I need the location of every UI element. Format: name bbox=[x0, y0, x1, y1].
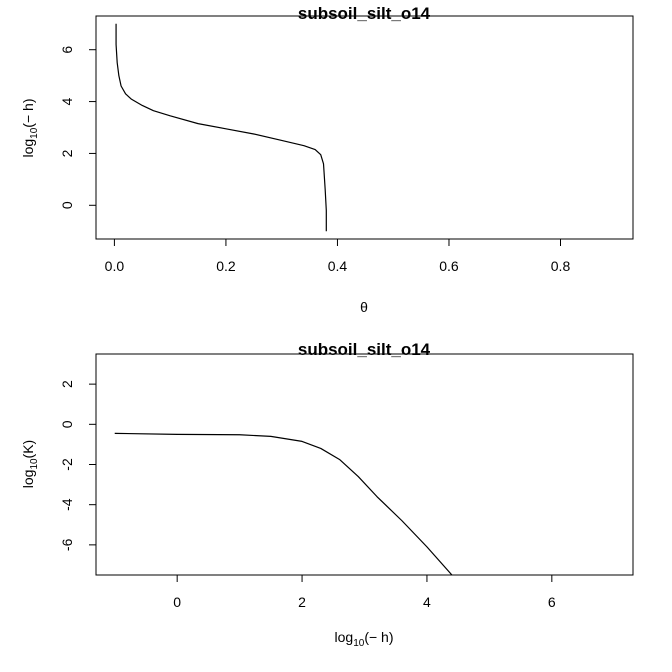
plot-2-x-tick-label: 2 bbox=[298, 594, 306, 610]
plot-1-x-label: θ bbox=[360, 299, 368, 315]
plot-1-y-label: log10(− h) bbox=[20, 99, 40, 158]
plot-2-x-tick-label: 4 bbox=[423, 594, 431, 610]
plot-2-y-tick-label: 2 bbox=[59, 380, 75, 388]
plot-2-y-tick-label: -4 bbox=[59, 498, 75, 511]
plot-1-x-tick-label: 0.4 bbox=[328, 258, 348, 274]
plot-1-x-tick-label: 0.0 bbox=[105, 258, 125, 274]
plot-2-curve bbox=[114, 432, 453, 575]
plot-2-x-label-sub: 10 bbox=[353, 638, 365, 649]
plot-2-x-label: log10(− h) bbox=[335, 629, 394, 649]
plot-1-y-axis: 0 2 4 6 bbox=[59, 46, 97, 209]
plot-2-y-label-sub: 10 bbox=[29, 458, 40, 470]
plot-1-y-tick-label: 6 bbox=[59, 46, 75, 54]
plot-1-frame bbox=[95, 15, 634, 240]
plot-2-x-tick-label: 0 bbox=[173, 594, 181, 610]
plot-1-x-tick-label: 0.8 bbox=[551, 258, 571, 274]
plot-2-y-label: log10(K) bbox=[20, 440, 40, 488]
plot-2-x-label-rest: (− h) bbox=[364, 629, 393, 645]
plot-1-y-label-log: log bbox=[20, 139, 36, 158]
plot-2-series bbox=[114, 432, 453, 575]
plot-2-x-label-log: log bbox=[335, 629, 354, 645]
plot-1-x-axis: 0.0 0.2 0.4 0.6 0.8 bbox=[105, 238, 571, 274]
plot-1-x-tick-label: 0.6 bbox=[439, 258, 459, 274]
plot-1-y-tick-label: 2 bbox=[59, 149, 75, 157]
plot-2-y-label-log: log bbox=[20, 470, 36, 489]
plot-2-frame bbox=[95, 353, 634, 576]
plot-1-curve bbox=[115, 23, 327, 232]
plot-2-y-tick-label: -2 bbox=[59, 458, 75, 471]
plot-2-y-tick-label: 0 bbox=[59, 420, 75, 428]
plot-1-title: subsoil_silt_o14 bbox=[298, 4, 431, 23]
plot-1-y-label-rest: (− h) bbox=[20, 99, 36, 128]
plot-1-x-tick-label: 0.2 bbox=[216, 258, 236, 274]
plot-2-x-tick-label: 6 bbox=[548, 594, 556, 610]
plot-2-y-axis: 2 0 -2 -4 -6 bbox=[59, 380, 97, 551]
plot-1-y-tick-label: 4 bbox=[59, 97, 75, 105]
plot-1-y-tick-label: 0 bbox=[59, 201, 75, 209]
plot-2-title: subsoil_silt_o14 bbox=[298, 340, 431, 359]
plot-1-series bbox=[115, 23, 327, 232]
plot-1-y-label-sub: 10 bbox=[29, 127, 40, 139]
plot-2-y-tick-label: -6 bbox=[59, 538, 75, 551]
plot-2-x-axis: 0 2 4 6 bbox=[173, 574, 556, 610]
plot-2-y-label-rest: (K) bbox=[20, 440, 36, 459]
